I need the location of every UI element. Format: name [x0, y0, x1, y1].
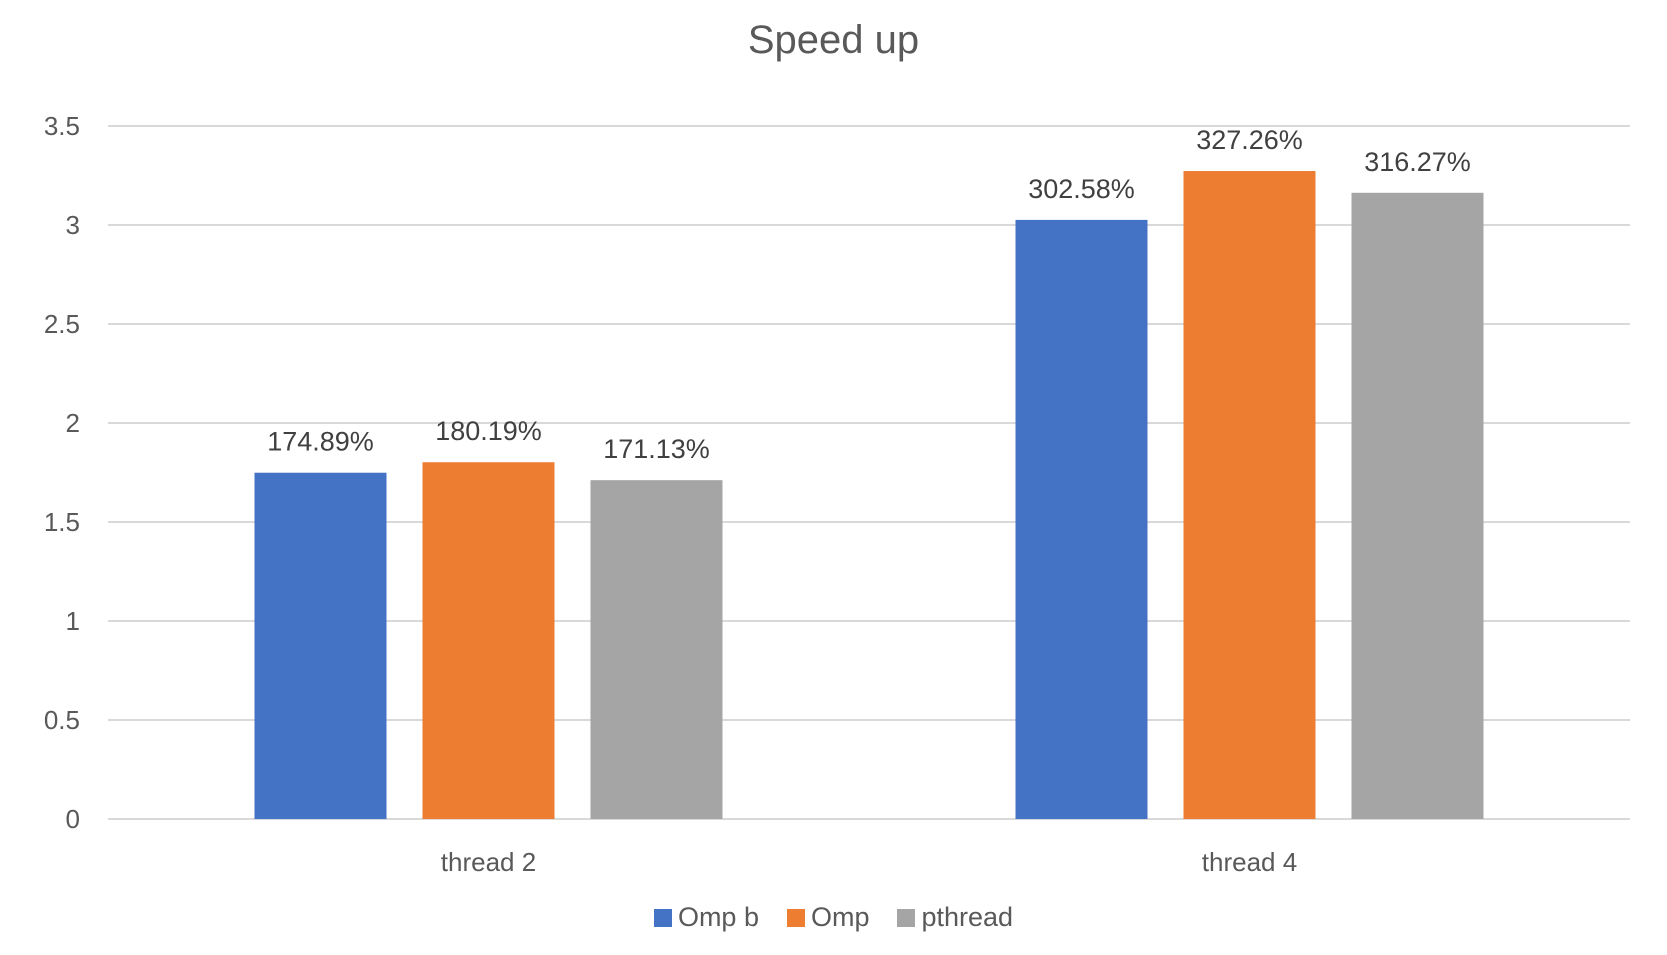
y-tick-label: 0.5 — [44, 705, 80, 735]
y-axis-ticks: 0 0.5 1 1.5 2 2.5 3 3.5 — [44, 111, 80, 834]
chart-title: Speed up — [747, 18, 920, 62]
data-label: 327.26% — [1196, 125, 1303, 155]
y-tick-label: 0 — [66, 804, 80, 834]
legend-item: pthread — [897, 902, 1013, 933]
bar — [1183, 171, 1316, 819]
y-tick-label: 1 — [66, 606, 80, 636]
legend-label: pthread — [921, 902, 1014, 932]
data-labels: 174.89% 180.19% 171.13% 302.58% 327.26% 316.2… — [267, 125, 1471, 464]
bar — [590, 480, 723, 819]
y-tick-label: 3.5 — [44, 111, 80, 141]
legend-label: Omp — [810, 902, 870, 932]
legend-item: Omp b — [653, 902, 759, 933]
x-axis-ticks: thread 2 thread 4 — [441, 847, 1297, 877]
data-label: 302.58% — [1028, 174, 1135, 204]
y-tick-label: 2.5 — [44, 309, 80, 339]
legend-swatch — [786, 908, 805, 927]
x-tick-label: thread 2 — [441, 847, 536, 877]
legend: Omp b Omp pthread — [0, 902, 1667, 933]
bar — [1015, 219, 1148, 819]
data-label: 316.27% — [1364, 147, 1471, 177]
bar — [254, 472, 387, 819]
legend-label: Omp b — [677, 902, 759, 932]
bars — [254, 171, 1484, 819]
y-tick-label: 2 — [66, 408, 80, 438]
bar — [1351, 192, 1484, 819]
bar — [422, 462, 555, 819]
x-tick-label: thread 4 — [1202, 847, 1297, 877]
y-tick-label: 3 — [66, 210, 80, 240]
data-label: 180.19% — [435, 416, 542, 446]
legend-swatch — [897, 908, 916, 927]
data-label: 171.13% — [603, 434, 710, 464]
data-label: 174.89% — [267, 427, 374, 457]
legend-item: Omp — [786, 902, 870, 933]
y-tick-label: 1.5 — [44, 507, 80, 537]
legend-swatch — [653, 908, 672, 927]
